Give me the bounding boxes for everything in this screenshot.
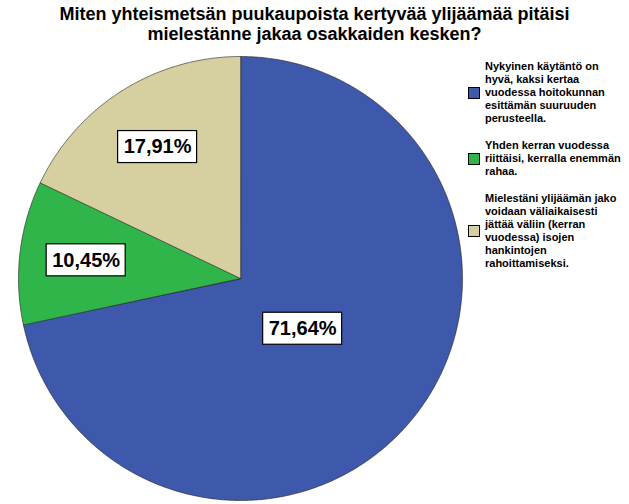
html-text:Yhden kerran vuodessa riittäis: Yhden kerran vuodessa riittäisi, kerrall… (485, 139, 621, 177)
svg-text:71,64%: 71,64% (269, 317, 337, 339)
svg-text:10,45%: 10,45% (52, 249, 120, 271)
html-text:Nykyinen käytäntö on hyvä, kak: Nykyinen käytäntö on hyvä, kaksi kertaa … (485, 60, 605, 124)
html-text:Miten yhteismetsän puukaupoist: Miten yhteismetsän puukaupoista kertyvää… (59, 4, 570, 44)
svg-text:17,91%: 17,91% (124, 135, 192, 157)
html-text:Mielestäni ylijäämän jako void: Mielestäni ylijäämän jako voidaan väliai… (485, 192, 617, 269)
